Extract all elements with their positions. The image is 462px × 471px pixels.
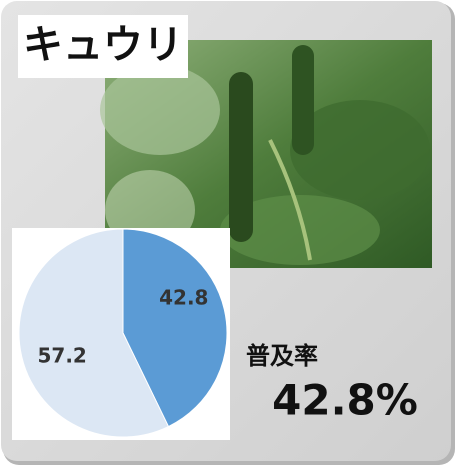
title: キュウリ bbox=[23, 22, 183, 68]
pie-chart: 42.8 57.2 bbox=[19, 229, 227, 437]
card: キュウリ 42.8 57.2 普及率 42.8% bbox=[0, 0, 462, 471]
rate-value: 42.8% bbox=[272, 376, 418, 425]
data-label: 57.2 bbox=[38, 343, 87, 367]
data-label: 42.8 bbox=[159, 286, 208, 310]
rate-label: 普及率 bbox=[246, 342, 318, 370]
